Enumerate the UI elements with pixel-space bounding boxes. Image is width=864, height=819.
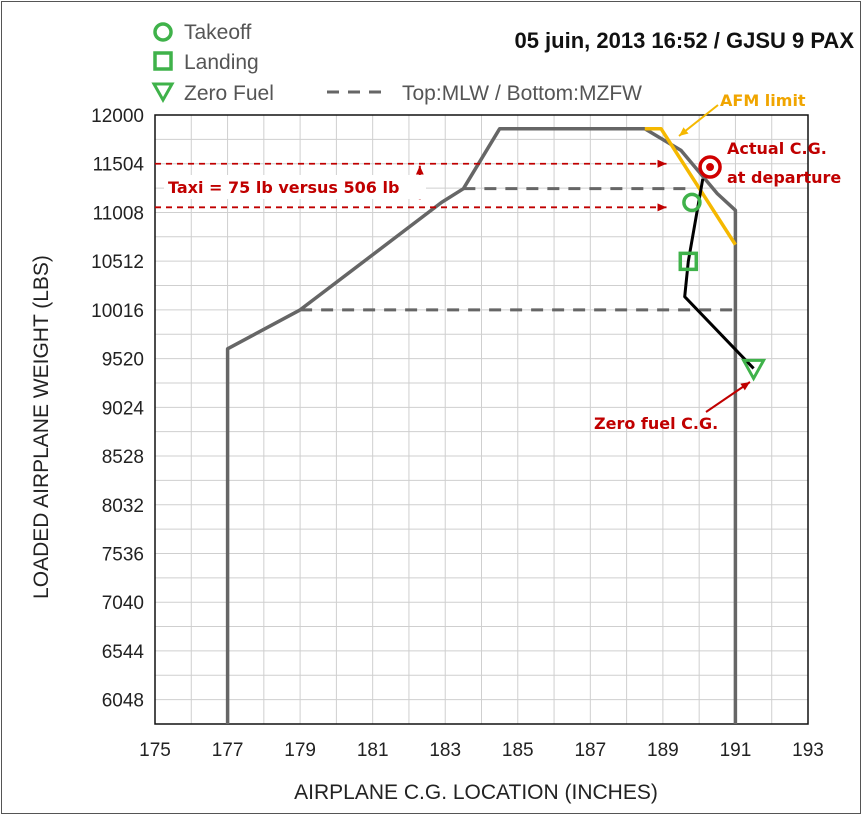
y-tick-label: 8032 <box>102 496 144 517</box>
legend: Takeoff Landing Zero Fuel Top:MLW / Bott… <box>151 21 642 105</box>
x-tick-label: 177 <box>212 740 244 761</box>
y-tick-label: 11504 <box>93 155 145 176</box>
zero-fuel-cg-label: Zero fuel C.G. <box>594 414 718 433</box>
legend-zero-fuel-label: Zero Fuel <box>184 82 274 105</box>
takeoff-marker <box>682 192 702 213</box>
y-tick-label: 10512 <box>91 252 144 273</box>
x-tick-label: 193 <box>792 740 824 761</box>
taxi-label-background <box>164 175 426 199</box>
plot-area <box>154 114 809 725</box>
y-tick-labels: 12000 11504 11008 10512 10016 9520 9024 8528 803… <box>91 106 144 712</box>
x-tick-label: 187 <box>574 740 606 761</box>
zero-fuel-cg-arrow <box>705 381 751 413</box>
legend-mlw-mzfw-label: Top:MLW / Bottom:MZFW <box>402 82 642 105</box>
y-tick-label: 10016 <box>91 301 144 322</box>
legend-landing-label: Landing <box>184 51 259 74</box>
x-tick-label: 185 <box>502 740 534 761</box>
landing-marker <box>678 251 699 272</box>
cg-envelope-line <box>225 127 738 724</box>
afm-limit-line <box>644 127 737 246</box>
taxi-label: Taxi = 75 lb versus 506 lb <box>168 178 399 197</box>
x-tick-labels: 175 177 179 181 183 185 187 189 191 193 <box>139 740 824 761</box>
y-tick-label: 9520 <box>102 350 144 371</box>
y-tick-label: 6048 <box>102 691 144 712</box>
chart-title: 05 juin, 2013 16:52 / GJSU 9 PAX <box>514 28 854 53</box>
x-tick-label: 181 <box>357 740 389 761</box>
legend-takeoff-label: Takeoff <box>184 21 251 44</box>
landing-legend-icon <box>153 51 173 71</box>
x-tick-label: 175 <box>139 740 171 761</box>
takeoff-legend-icon <box>153 22 173 42</box>
cg-path-line <box>683 178 755 370</box>
x-tick-label: 189 <box>647 740 679 761</box>
x-tick-label: 183 <box>429 740 461 761</box>
actual-cg-label-line1: Actual C.G. <box>727 139 827 158</box>
y-tick-label: 7040 <box>102 593 144 614</box>
y-tick-label: 8528 <box>102 447 144 468</box>
x-tick-label: 179 <box>284 740 316 761</box>
actual-cg-label-line2: at departure <box>727 168 841 187</box>
y-tick-label: 6544 <box>102 642 145 663</box>
gridlines <box>154 114 809 724</box>
y-axis-title: LOADED AIRPLANE WEIGHT (LBS) <box>30 255 53 599</box>
x-axis-title: AIRPLANE C.G. LOCATION (INCHES) <box>294 781 658 804</box>
afm-limit-arrow <box>678 104 719 137</box>
zero-fuel-legend-icon <box>151 82 175 104</box>
chart-series <box>155 127 767 724</box>
actual-cg-marker-center <box>706 163 715 172</box>
annotations: AFM limit Actual C.G. at departure Taxi … <box>164 91 841 433</box>
y-tick-label: 12000 <box>91 106 144 127</box>
y-tick-label: 7536 <box>102 544 144 565</box>
afm-limit-label: AFM limit <box>720 91 806 110</box>
zero-fuel-marker <box>741 358 767 382</box>
y-tick-label: 11008 <box>93 203 144 224</box>
x-tick-label: 191 <box>720 740 752 761</box>
y-tick-label: 9024 <box>102 398 145 419</box>
